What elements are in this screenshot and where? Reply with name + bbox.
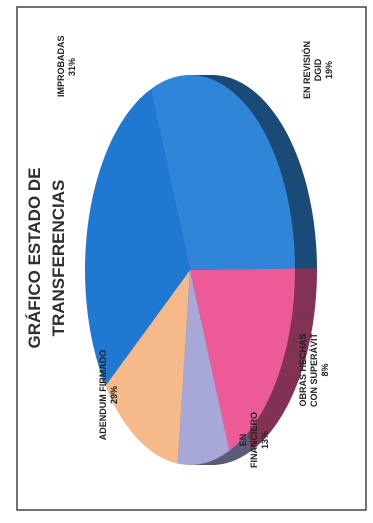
label-revision-line2: DGID: [313, 58, 323, 82]
label-obras-line1: OBRAS HECHAS: [298, 333, 308, 407]
pie-slice: [105, 270, 190, 464]
label-obras-line2: CON SUPERÁVIT: [309, 333, 319, 408]
pie-slice: [190, 268, 295, 451]
pie-slice: [84, 89, 190, 386]
label-adendum-pct: 29%: [109, 386, 119, 405]
label-financiero-line2: FINANCIERO: [249, 412, 259, 468]
label-improbadas: IMPROBADAS 31%: [56, 35, 80, 97]
label-adendum-firmado: ADENDUM FIRMADO 29%: [98, 345, 122, 445]
label-revision-pct: 19%: [324, 61, 334, 80]
pie-slice: [150, 75, 295, 270]
pie-chart: [84, 74, 317, 465]
label-financiero-line1: EN: [238, 433, 248, 447]
label-obras-hechas: OBRAS HECHAS CON SUPERÁVIT 8%: [298, 325, 334, 415]
pie-slice: [177, 270, 230, 465]
label-improbadas-name: IMPROBADAS: [56, 35, 66, 97]
label-adendum-name: ADENDUM FIRMADO: [98, 349, 108, 441]
label-obras-pct: 8%: [320, 363, 330, 377]
label-en-revision: EN REVISIÓN DGID 19%: [302, 35, 338, 105]
label-improbadas-pct: 31%: [67, 58, 77, 77]
chart-title: GRÁFICO ESTADO DE TRANSFERENCIAS: [25, 167, 68, 349]
label-en-financiero: EN FINANCIERO 13%: [238, 405, 274, 475]
label-revision-line1: EN REVISIÓN: [302, 41, 312, 100]
label-financiero-pct: 13%: [260, 431, 270, 450]
